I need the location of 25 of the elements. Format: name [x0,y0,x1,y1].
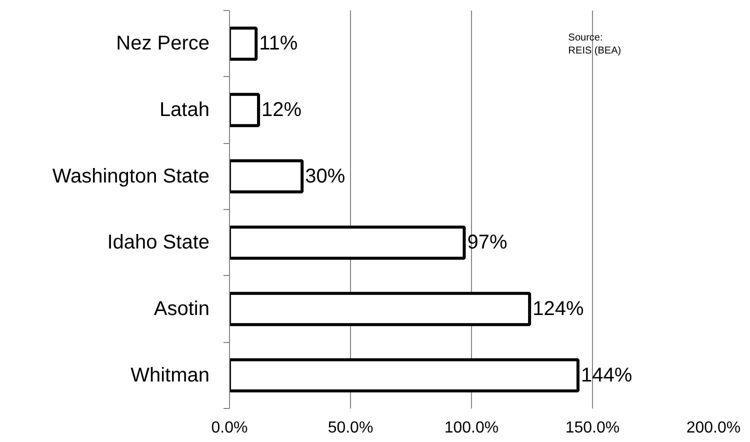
bar [230,26,258,61]
bar [230,92,260,128]
bar [230,358,580,392]
bar [230,159,304,194]
x-tick-label: 0.0% [211,420,248,436]
y-tick-label: Whitman [130,364,210,386]
data-label: 30% [305,165,346,188]
x-tick-label: 150.0% [565,420,620,436]
y-tick-label: Latah [159,99,210,121]
x-tick-label: 50.0% [328,420,374,436]
data-label: 97% [467,232,508,254]
bar [230,226,466,260]
y-tick-label: Nez Perce [116,32,210,55]
data-label: 12% [262,99,302,121]
x-tick-label: 100.0% [444,420,499,436]
x-tick-label: 200.0% [686,420,741,436]
annotation: REIS (BEA) [568,46,622,57]
annotation: Source: [568,32,603,44]
data-label: 11% [259,32,298,55]
bar [230,292,532,326]
data-label: 124% [532,298,584,320]
data-label: 144% [580,364,632,386]
y-tick-label: Idaho State [107,232,210,254]
y-tick-label: Asotin [154,298,210,320]
y-tick-label: Washington State [52,165,210,188]
